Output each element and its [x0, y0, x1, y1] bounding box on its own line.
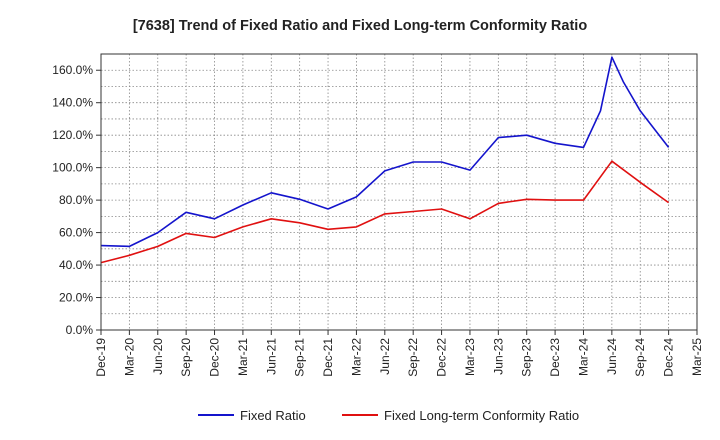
series-layer [100, 56, 670, 264]
x-tick-label: Jun-22 [378, 338, 392, 375]
x-tick-label: Sep-24 [633, 338, 647, 377]
legend-label-fixed-long-term-conformity-ratio: Fixed Long-term Conformity Ratio [384, 408, 579, 423]
x-tick-label: Sep-20 [179, 338, 193, 377]
x-tick-label: Sep-22 [406, 338, 420, 377]
x-tick-label: Jun-20 [151, 338, 165, 375]
y-tick-label: 100.0% [52, 161, 93, 175]
x-tick-label: Dec-24 [662, 338, 676, 377]
chart-title: [7638] Trend of Fixed Ratio and Fixed Lo… [133, 18, 588, 34]
y-tick-label: 40.0% [59, 258, 93, 272]
y-tick-label: 140.0% [52, 96, 93, 110]
x-tick-label: Mar-22 [349, 338, 363, 376]
legend-label-fixed-ratio: Fixed Ratio [240, 408, 306, 423]
x-tick-label: Mar-20 [122, 338, 136, 376]
x-tick-label: Jun-23 [491, 338, 505, 375]
y-tick-label: 80.0% [59, 193, 93, 207]
x-tick-label: Mar-21 [236, 338, 250, 376]
x-tick-label: Mar-23 [463, 338, 477, 376]
axes: 0.0% 20.0% 40.0% 60.0% 80.0% 100.0% 120.0% 140.… [52, 63, 704, 376]
grid [101, 54, 697, 330]
x-tick-label: Dec-21 [321, 338, 335, 377]
y-tick-label: 160.0% [52, 63, 93, 77]
x-tick-label: Mar-25 [690, 338, 704, 376]
series-line-fixed-ratio [100, 56, 670, 248]
x-tick-label: Dec-22 [435, 338, 449, 377]
x-tick-label: Mar-24 [576, 338, 590, 376]
y-tick-label: 60.0% [59, 226, 93, 240]
y-tick-label: 20.0% [59, 291, 93, 305]
plot-frame [100, 53, 698, 331]
x-tick-label: Dec-19 [94, 338, 108, 377]
y-tick-label: 0.0% [66, 323, 94, 337]
y-tick-label: 120.0% [52, 128, 93, 142]
x-tick-label: Jun-24 [605, 338, 619, 375]
x-tick-label: Dec-20 [208, 338, 222, 377]
x-tick-label: Jun-21 [264, 338, 278, 375]
x-tick-label: Sep-21 [293, 338, 307, 377]
series-line-fixed-long-term-conformity-ratio [100, 160, 670, 264]
x-tick-label: Sep-23 [520, 338, 534, 377]
x-tick-label: Dec-23 [548, 338, 562, 377]
legend: Fixed Ratio Fixed Long-term Conformity Ra… [198, 408, 579, 423]
